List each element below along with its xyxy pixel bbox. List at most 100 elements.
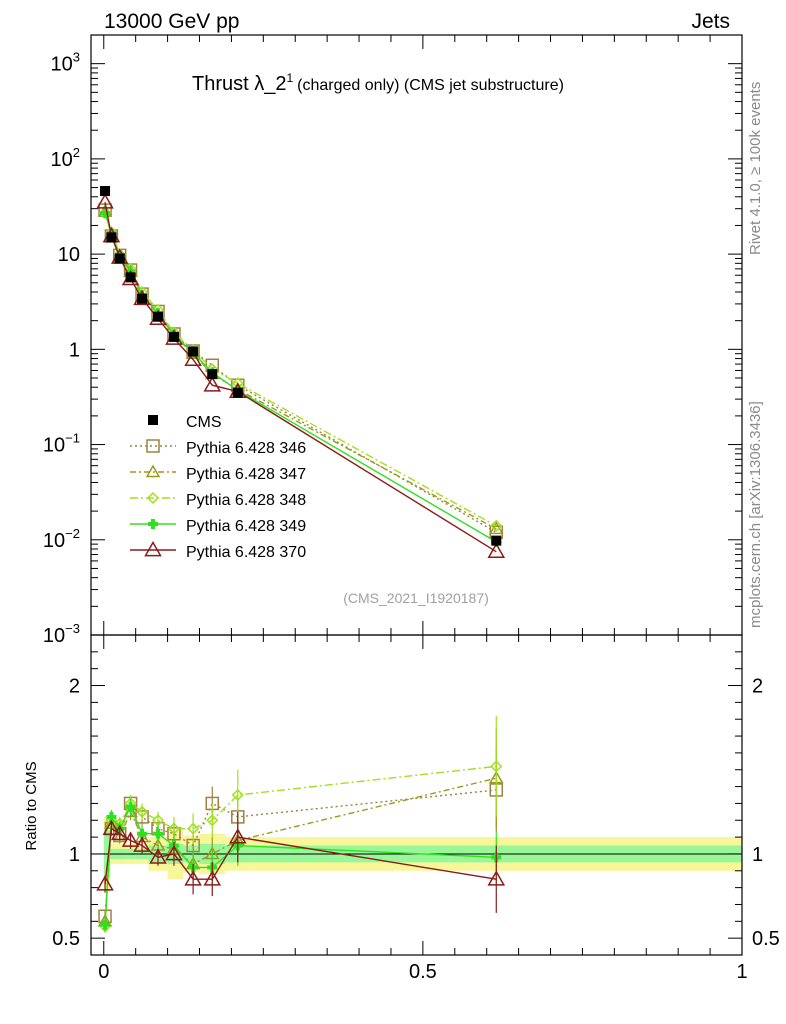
legend: CMS Pythia 6.428 346 Pythia 6.428 347 Pythi… <box>130 414 306 561</box>
data-point <box>188 346 199 357</box>
main-y-tick-label: 10−2 <box>43 526 80 552</box>
ratio-y-tick-label-right: 0.5 <box>752 928 780 950</box>
legend-marker <box>148 519 158 529</box>
legend-item-3: Pythia 6.428 348 <box>130 491 306 509</box>
ratio-y-tick-label-left: 2 <box>69 676 80 698</box>
data-point <box>207 369 218 380</box>
data-points <box>100 186 502 546</box>
ratio-point <box>135 805 149 818</box>
ratio-point <box>121 831 140 847</box>
data-point <box>232 387 243 398</box>
ratio-point <box>231 788 244 802</box>
x-tick-label: 0 <box>98 961 109 983</box>
ratio-series-5 <box>96 811 506 913</box>
data-point <box>125 272 136 283</box>
ratio-y-tick-label-right: 1 <box>752 844 763 866</box>
plus-marker-v <box>128 801 133 812</box>
main-y-tick-base: 10 <box>51 54 73 76</box>
ratio-point <box>487 870 506 886</box>
legend-item-5: Pythia 6.428 370 <box>130 540 306 561</box>
data-point <box>153 311 164 322</box>
ratio-point <box>125 801 136 812</box>
ratio-point <box>100 919 111 930</box>
ratio-point <box>106 811 117 822</box>
ratio-point <box>165 844 183 861</box>
main-y-tick-base: 10 <box>43 530 65 552</box>
series-layer <box>96 186 506 559</box>
main-y-tick-base: 10 <box>58 244 80 266</box>
ratio-series-3 <box>98 715 503 934</box>
main-y-tick-exp: −2 <box>65 526 80 541</box>
legend-item-4: Pythia 6.428 349 <box>130 518 306 535</box>
series-point <box>490 519 503 532</box>
main-y-tick-base: 10 <box>43 625 65 647</box>
data-point <box>168 331 179 342</box>
ratio-point <box>123 804 138 818</box>
main-y-tick-base: 1 <box>69 339 80 361</box>
main-y-tick-label: 10−3 <box>43 621 80 647</box>
legend-label: Pythia 6.428 347 <box>186 466 306 483</box>
plus-marker-v <box>109 811 114 822</box>
legend-item-1: Pythia 6.428 346 <box>130 439 306 457</box>
data-point <box>137 293 148 304</box>
main-y-tick-exp: 2 <box>73 145 80 160</box>
main-y-tick-base: 10 <box>43 435 65 457</box>
plus-marker-v <box>151 519 155 529</box>
plus-marker-v <box>103 208 108 219</box>
data-point <box>106 232 117 243</box>
main-y-tick-exp: −1 <box>65 431 80 446</box>
ratio-point <box>167 822 181 835</box>
chart-title-suffix: (charged only) (CMS jet substructure) <box>297 77 564 94</box>
ratio-uncertainty-bands <box>91 816 742 891</box>
legend-item-data: CMS <box>148 414 222 431</box>
legend-marker <box>146 439 160 453</box>
ratio-series-2 <box>97 727 504 929</box>
chart-title: Thrust λ_21 (charged only) (CMS jet subst… <box>192 71 564 95</box>
legend-label: Pythia 6.428 346 <box>186 440 306 457</box>
ratio-point <box>184 870 202 886</box>
series-line <box>104 209 497 533</box>
legend-marker <box>144 540 162 557</box>
plus-marker-v <box>103 919 108 930</box>
rivet-label: Rivet 4.1.0, ≥ 100k events <box>747 82 764 255</box>
ratio-point <box>110 824 129 841</box>
ratio-point <box>203 870 222 886</box>
data-point <box>114 253 125 264</box>
chart-title-main: Thrust λ_2 <box>192 73 286 95</box>
series-point <box>487 542 506 559</box>
main-y-tick-label: 103 <box>51 50 80 76</box>
legend-label: Pythia 6.428 348 <box>186 492 306 509</box>
legend-item-2: Pythia 6.428 347 <box>130 464 306 483</box>
ratio-y-tick-label-left: 1 <box>69 844 80 866</box>
series-1 <box>98 203 504 539</box>
header-jets-label: Jets <box>691 10 730 33</box>
legend-label: Pythia 6.428 370 <box>186 544 306 561</box>
ratio-line <box>104 765 497 927</box>
ratio-point <box>96 875 114 891</box>
main-y-tick-label: 102 <box>51 145 80 171</box>
ratio-axis-label: Ratio to CMS <box>23 761 40 850</box>
ratio-point <box>229 828 247 844</box>
chart-title-superscript: 1 <box>286 71 293 85</box>
main-y-tick-exp: 3 <box>73 50 80 65</box>
main-y-tick-label: 1 <box>69 339 80 361</box>
ratio-point <box>137 828 148 839</box>
ratio-point <box>151 814 165 827</box>
legend-marker <box>145 464 161 478</box>
ratio-point <box>102 819 121 836</box>
ratio-point <box>490 760 503 773</box>
series-point <box>100 208 111 219</box>
ratio-point <box>149 848 167 864</box>
main-y-tick-base: 10 <box>51 149 73 171</box>
series-point <box>96 193 114 209</box>
main-y-tick-label: 10 <box>58 244 80 266</box>
series-point <box>184 350 202 366</box>
analysis-id-label: (CMS_2021_I1920187) <box>343 590 489 606</box>
main-y-tick-label: 10−1 <box>43 431 80 457</box>
plus-marker-v <box>156 828 161 839</box>
data-point <box>491 535 502 546</box>
legend-marker <box>146 491 160 505</box>
x-tick-label: 1 <box>736 961 747 983</box>
